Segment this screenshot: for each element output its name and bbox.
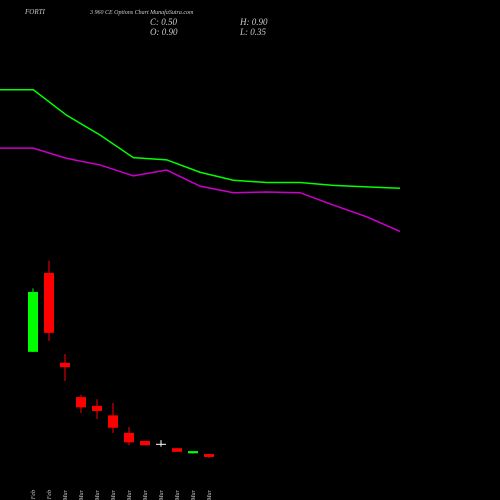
average-line <box>0 89 401 190</box>
x-tick-label: 11 Mar <box>159 489 165 500</box>
candle-body <box>140 440 150 446</box>
stat: O: 0.90 <box>150 27 178 37</box>
candle-body <box>28 291 38 352</box>
x-tick-label: 10 Mar <box>143 489 149 500</box>
x-tick-label: 04 Mar <box>94 489 101 500</box>
average-line <box>0 147 401 233</box>
x-tick-label: 13 Mar <box>191 489 197 500</box>
x-tick-label: 27 Feb <box>47 490 53 500</box>
candle-body <box>204 454 214 457</box>
candle-body <box>60 362 70 368</box>
x-tick-label: 06 Mar <box>111 489 117 500</box>
x-tick-label: 09 Mar <box>127 489 133 500</box>
x-tick-label: 26 Feb <box>31 490 37 500</box>
candle-body <box>92 405 102 411</box>
stat: C: 0.50 <box>150 17 178 27</box>
candle-body <box>172 448 182 452</box>
candle-body <box>188 451 198 454</box>
x-tick-label: 03 Mar <box>79 489 85 500</box>
candle-body <box>44 272 54 333</box>
candle-body <box>156 443 166 445</box>
candle-body <box>108 415 118 428</box>
stat: L: 0.35 <box>239 27 267 37</box>
x-tick-label: 16 Mar <box>207 489 213 500</box>
candle-body <box>76 397 86 408</box>
chart-title: FORTI <box>24 8 46 16</box>
x-tick-label: 12 Mar <box>175 489 181 500</box>
chart-subtitle: 3 960 CE Options Chart MunafaSutra.com <box>89 9 194 16</box>
candle-body <box>124 432 134 443</box>
x-tick-label: 02 Mar <box>63 489 69 500</box>
stat: H: 0.90 <box>239 17 268 27</box>
